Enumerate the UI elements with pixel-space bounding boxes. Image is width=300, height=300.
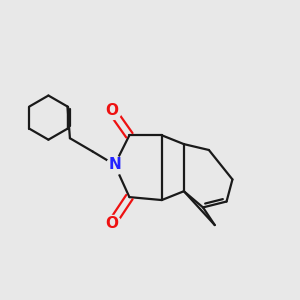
Text: O: O [105,103,118,118]
Text: N: N [108,157,121,172]
Text: O: O [105,216,118,231]
